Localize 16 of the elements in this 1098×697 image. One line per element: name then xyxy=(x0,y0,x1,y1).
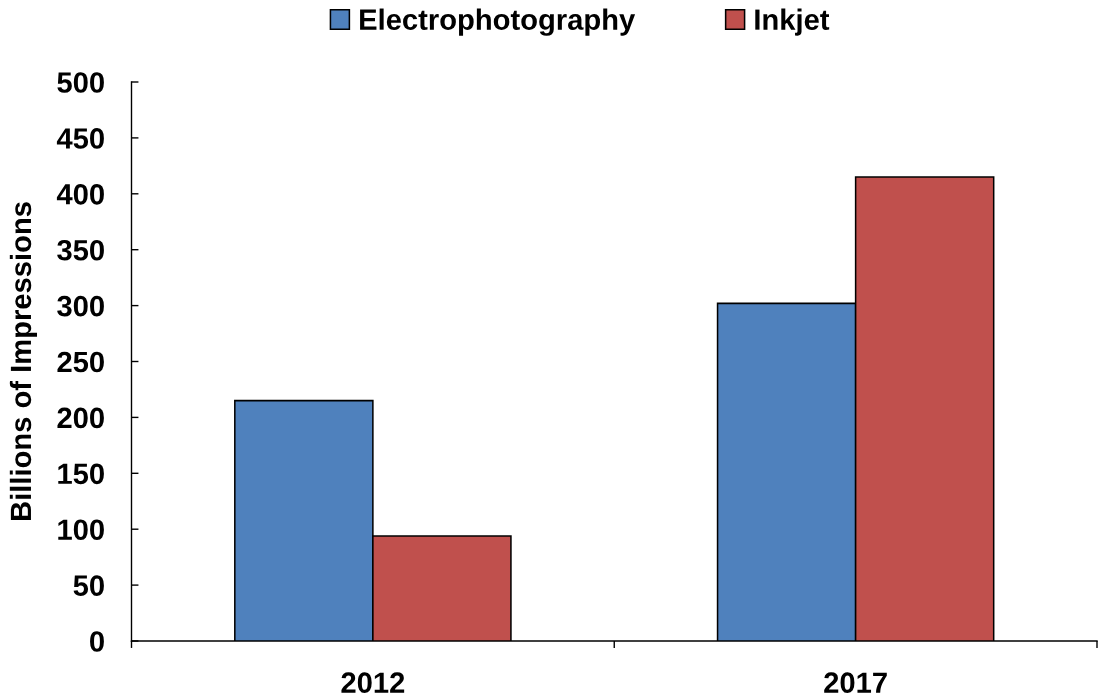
y-tick-label: 150 xyxy=(58,463,104,485)
y-tick-label: 400 xyxy=(56,184,104,205)
y-tick-label: 200 xyxy=(57,407,104,429)
legend-label: Inkjet xyxy=(755,8,830,36)
y-axis-title: Billions of Impressions xyxy=(9,202,38,520)
y-tick-label: 300 xyxy=(57,295,104,317)
y-tick-label: 50 xyxy=(73,575,104,596)
y-tick-label: 450 xyxy=(56,128,104,149)
x-tick-label: 2012 xyxy=(341,672,405,693)
y-tick-label: 500 xyxy=(57,72,104,93)
y-tick-label: 350 xyxy=(57,239,104,261)
y-tick-label: 250 xyxy=(57,351,104,373)
y-tick-label: 0 xyxy=(90,631,104,652)
x-tick-label: 2017 xyxy=(824,672,887,693)
y-tick-label: 100 xyxy=(58,519,104,541)
legend-label: Electrophotography xyxy=(360,8,636,36)
